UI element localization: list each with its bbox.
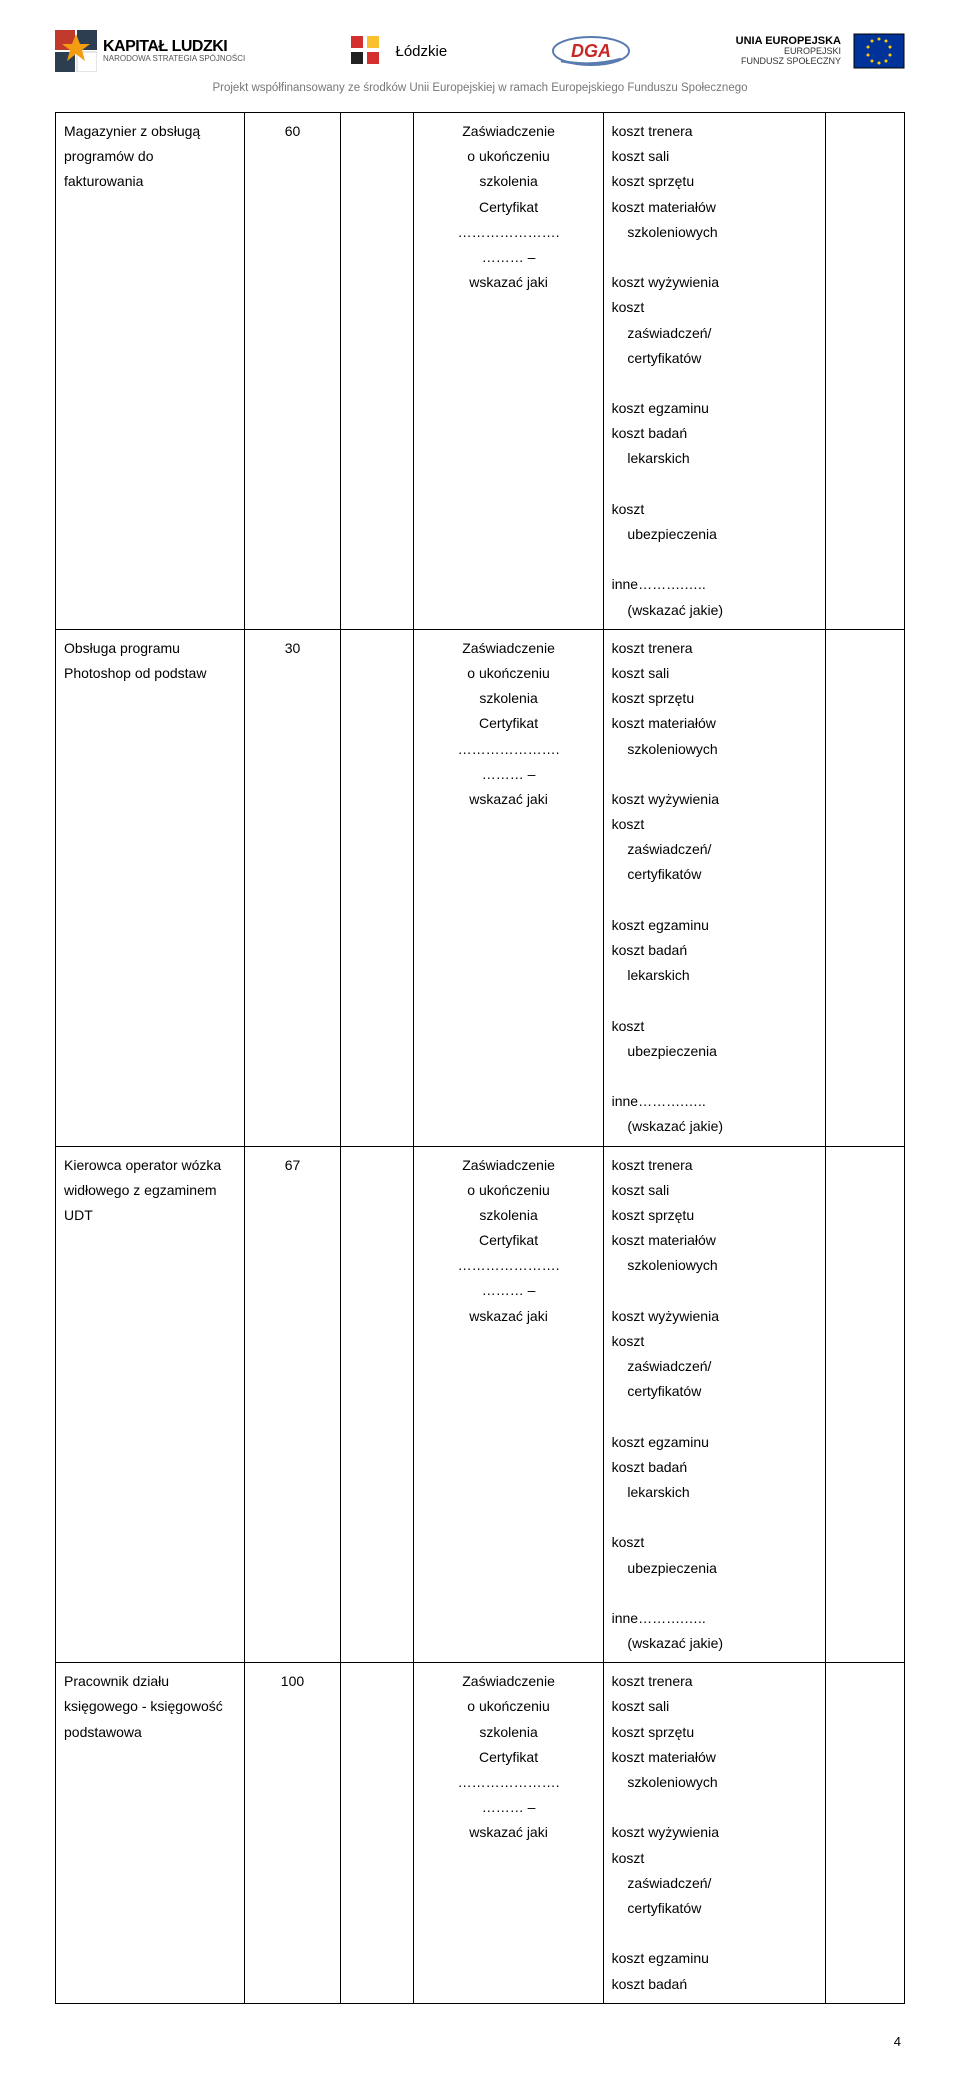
course-name-cell: Magazynier z obsługą programów do faktur… xyxy=(56,113,245,630)
page-number: 4 xyxy=(55,2034,905,2049)
empty-cell xyxy=(340,113,414,630)
certificate-cell: Zaświadczenieo ukończeniuszkoleniaCertyf… xyxy=(414,629,603,1146)
cost-cell: koszt trenerakoszt salikoszt sprzętukosz… xyxy=(603,1146,825,1663)
cost-cell: koszt trenerakoszt salikoszt sprzętukosz… xyxy=(603,113,825,630)
logo-eu: UNIA EUROPEJSKA EUROPEJSKI FUNDUSZ SPOŁE… xyxy=(736,33,905,69)
courses-table: Magazynier z obsługą programów do faktur… xyxy=(55,112,905,2004)
course-name-cell: Kierowca operator wózka widłowego z egza… xyxy=(56,1146,245,1663)
logo-lodzkie: Łódzkie xyxy=(349,34,447,68)
kapital-ludzki-subtitle: NARODOWA STRATEGIA SPÓJNOŚCI xyxy=(103,55,245,64)
empty-cell xyxy=(825,1663,904,2003)
course-name-cell: Pracownik działu księgowego - księgowość… xyxy=(56,1663,245,2003)
kapital-ludzki-icon xyxy=(55,30,97,72)
eu-sub2: FUNDUSZ SPOŁECZNY xyxy=(736,57,841,67)
empty-cell xyxy=(825,113,904,630)
logo-kapital-ludzki: KAPITAŁ LUDZKI NARODOWA STRATEGIA SPÓJNO… xyxy=(55,30,245,72)
course-hours-cell: 30 xyxy=(245,629,341,1146)
course-hours-cell: 60 xyxy=(245,113,341,630)
table-row: Kierowca operator wózka widłowego z egza… xyxy=(56,1146,905,1663)
kapital-ludzki-title: KAPITAŁ LUDZKI xyxy=(103,38,245,56)
cost-cell: koszt trenerakoszt salikoszt sprzętukosz… xyxy=(603,1663,825,2003)
eu-flag-icon xyxy=(853,33,905,69)
course-name-cell: Obsługa programu Photoshop od podstaw xyxy=(56,629,245,1146)
table-row: Pracownik działu księgowego - księgowość… xyxy=(56,1663,905,2003)
empty-cell xyxy=(825,1146,904,1663)
dga-icon: DGA xyxy=(551,35,631,67)
certificate-cell: Zaświadczenieo ukończeniuszkoleniaCertyf… xyxy=(414,1663,603,2003)
empty-cell xyxy=(340,1146,414,1663)
logo-dga: DGA xyxy=(551,35,631,67)
empty-cell xyxy=(340,1663,414,2003)
cost-cell: koszt trenerakoszt salikoszt sprzętukosz… xyxy=(603,629,825,1146)
course-hours-cell: 67 xyxy=(245,1146,341,1663)
lodzkie-label: Łódzkie xyxy=(395,43,447,60)
course-hours-cell: 100 xyxy=(245,1663,341,2003)
project-cofinance-note: Projekt współfinansowany ze środków Unii… xyxy=(55,82,905,94)
certificate-cell: Zaświadczenieo ukończeniuszkoleniaCertyf… xyxy=(414,1146,603,1663)
lodzkie-icon xyxy=(349,34,383,68)
certificate-cell: Zaświadczenieo ukończeniuszkoleniaCertyf… xyxy=(414,113,603,630)
table-row: Magazynier z obsługą programów do faktur… xyxy=(56,113,905,630)
empty-cell xyxy=(825,629,904,1146)
empty-cell xyxy=(340,629,414,1146)
svg-text:DGA: DGA xyxy=(571,41,611,61)
header-logo-row: KAPITAŁ LUDZKI NARODOWA STRATEGIA SPÓJNO… xyxy=(55,30,905,72)
table-row: Obsługa programu Photoshop od podstaw30Z… xyxy=(56,629,905,1146)
